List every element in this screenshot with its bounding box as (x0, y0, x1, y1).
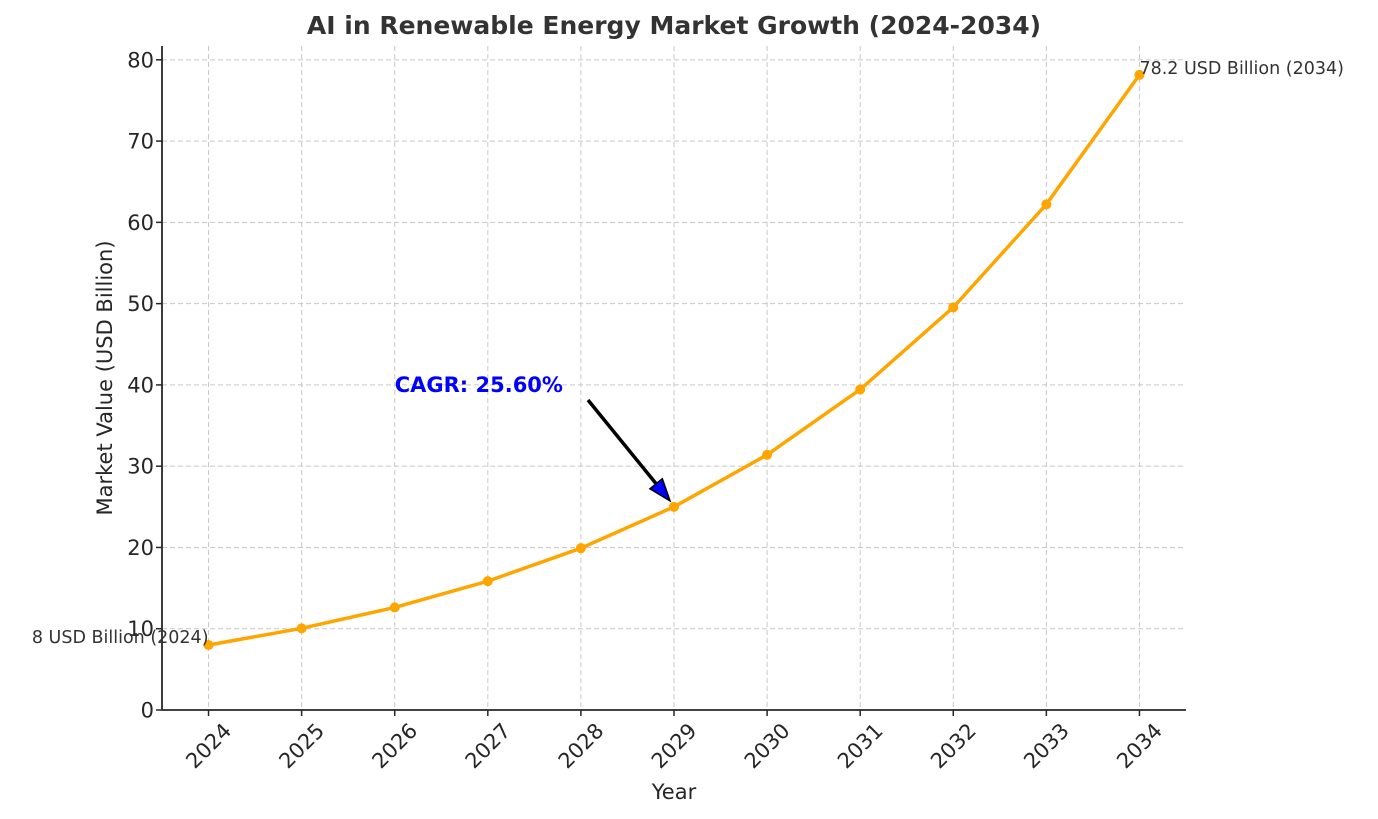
x-tick-label: 2024 (181, 719, 236, 774)
y-axis-label: Market Value (USD Billion) (93, 240, 117, 515)
y-tick-label: 20 (127, 536, 154, 560)
cagr-annotation: CAGR: 25.60% (395, 373, 563, 397)
grid-lines (162, 46, 1186, 711)
y-tick-label: 80 (127, 48, 154, 72)
data-point (203, 639, 214, 650)
x-tick-label: 2029 (647, 719, 702, 774)
y-tick-label: 40 (127, 373, 154, 397)
y-tick-label: 0 (141, 699, 154, 723)
data-point (389, 602, 400, 613)
start-value-annotation: 8 USD Billion (2024) (32, 628, 209, 648)
y-tick-label: 10 (127, 617, 154, 641)
data-point (1134, 69, 1145, 80)
data-point (762, 449, 773, 460)
x-tick-label: 2034 (1112, 719, 1167, 774)
data-point (948, 302, 959, 313)
chart-title: AI in Renewable Energy Market Growth (20… (307, 11, 1041, 40)
x-tick-label: 2028 (554, 719, 609, 774)
y-tick-label: 70 (127, 130, 154, 154)
x-axis-label: Year (651, 780, 697, 804)
x-tick-label: 2025 (274, 719, 329, 774)
y-tick-label: 50 (127, 292, 154, 316)
cagr-arrow-head (648, 477, 672, 503)
y-tick-label: 30 (127, 455, 154, 479)
data-point (482, 576, 493, 587)
data-point (1041, 199, 1052, 210)
x-tick-label: 2031 (833, 719, 888, 774)
data-point (296, 623, 307, 634)
x-tick-label: 2026 (367, 719, 422, 774)
data-point (575, 543, 586, 554)
x-tick-label: 2033 (1019, 719, 1074, 774)
series (203, 69, 1145, 650)
data-point (669, 501, 679, 512)
x-tick-label: 2032 (926, 719, 981, 774)
y-tick-label: 60 (127, 211, 154, 235)
cagr-arrow-shaft (586, 398, 658, 485)
end-value-annotation: 78.2 USD Billion (2034) (1139, 59, 1344, 79)
data-point (855, 384, 866, 395)
annotations: 8 USD Billion (2024) 78.2 USD Billion (20… (32, 59, 1344, 648)
x-tick-label: 2027 (461, 719, 516, 774)
x-tick-label: 2030 (740, 719, 795, 774)
